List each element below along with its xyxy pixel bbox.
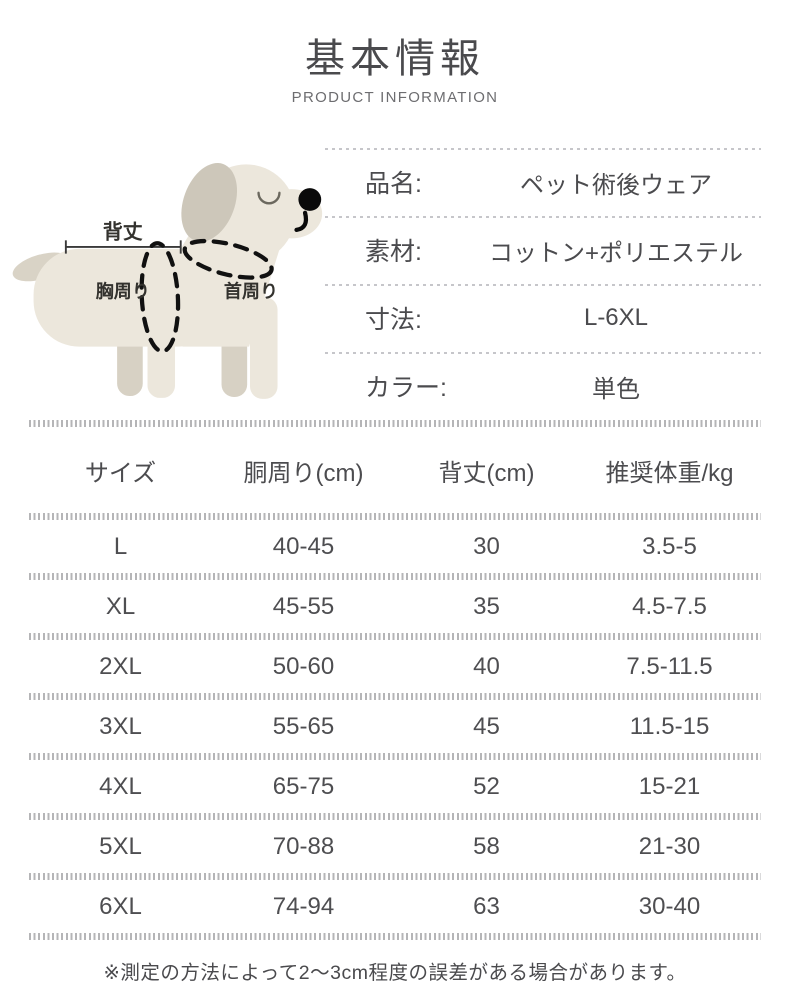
page-title: 基本情報 — [305, 37, 485, 81]
cell-weight: 21-30 — [638, 832, 701, 860]
divider — [29, 753, 761, 760]
divider — [29, 933, 761, 940]
column-header-back-length: 背丈(cm) — [438, 459, 535, 487]
cell-size: 3XL — [99, 712, 142, 740]
cell-chest: 50-60 — [272, 652, 335, 680]
product-info-list: 品名: ペット術後ウェア 素材: コットン+ポリエステル 寸法: L-6XL カ… — [325, 148, 761, 420]
page-subtitle: PRODUCT INFORMATION — [291, 89, 499, 106]
divider — [29, 813, 761, 820]
size-table: サイズ 胴周り(cm) 背丈(cm) 推奨体重/kg L 40-45 30 3.… — [29, 420, 761, 940]
cell-chest: 70-88 — [272, 832, 335, 860]
cell-back: 52 — [473, 772, 500, 800]
cell-back: 40 — [473, 652, 500, 680]
info-value: コットン+ポリエステル — [488, 239, 743, 267]
info-label: 寸法: — [365, 306, 422, 334]
cell-size: 4XL — [99, 772, 142, 800]
cell-back: 35 — [473, 592, 500, 620]
table-row: L 40-45 30 3.5-5 — [29, 520, 761, 573]
table-row: 4XL 65-75 52 15-21 — [29, 760, 761, 813]
info-value: ペット術後ウェア — [520, 171, 712, 199]
divider — [29, 633, 761, 640]
info-row-product-name: 品名: ペット術後ウェア — [325, 148, 761, 216]
content-area: 背丈 胸周り 首周り 品名: ペット術後ウェア 素材: コットン+ポリエステル — [12, 148, 761, 985]
cell-chest: 45-55 — [272, 592, 335, 620]
cell-weight: 7.5-11.5 — [626, 652, 713, 680]
table-row: 6XL 74-94 63 30-40 — [29, 880, 761, 933]
dog-eye — [257, 191, 281, 205]
cell-size: 2XL — [99, 652, 142, 680]
column-header-size: サイズ — [84, 459, 157, 487]
size-table-header-row: サイズ 胴周り(cm) 背丈(cm) 推奨体重/kg — [29, 427, 761, 513]
cell-weight: 3.5-5 — [642, 532, 697, 560]
chest-girth-ellipse — [139, 241, 181, 354]
top-section: 背丈 胸周り 首周り 品名: ペット術後ウェア 素材: コットン+ポリエステル — [12, 148, 761, 420]
info-label: カラー: — [365, 374, 447, 402]
column-header-weight: 推奨体重/kg — [605, 459, 734, 487]
back-length-label: 背丈 — [103, 219, 143, 243]
info-value: L-6XL — [583, 304, 649, 331]
cell-chest: 74-94 — [272, 892, 335, 920]
info-label: 品名: — [365, 170, 422, 198]
divider — [29, 513, 761, 520]
cell-size: 6XL — [99, 892, 142, 920]
cell-back: 45 — [473, 712, 500, 740]
table-row: 3XL 55-65 45 11.5-15 — [29, 700, 761, 753]
info-value: 単色 — [592, 375, 640, 403]
cell-weight: 30-40 — [638, 892, 701, 920]
cell-size: XL — [105, 592, 136, 620]
divider — [29, 873, 761, 880]
dog-illustration: 背丈 胸周り 首周り — [12, 163, 323, 399]
divider — [29, 420, 761, 427]
cell-size: 5XL — [99, 832, 142, 860]
info-row-material: 素材: コットン+ポリエステル — [325, 216, 761, 284]
dog-measurement-diagram: 背丈 胸周り 首周り — [7, 148, 325, 420]
table-row: XL 45-55 35 4.5-7.5 — [29, 580, 761, 633]
dog-ear — [181, 163, 238, 242]
cell-back: 63 — [473, 892, 500, 920]
cell-chest: 40-45 — [272, 532, 335, 560]
cell-size: L — [113, 532, 128, 560]
chest-girth-label: 胸周り — [96, 280, 150, 301]
cell-weight: 11.5-15 — [629, 712, 710, 740]
info-row-color: カラー: 単色 — [325, 352, 761, 420]
info-label: 素材: — [365, 238, 422, 266]
cell-weight: 15-21 — [638, 772, 701, 800]
neck-girth-ellipse — [182, 238, 274, 280]
column-header-chest: 胴周り(cm) — [243, 459, 364, 487]
table-row: 5XL 70-88 58 21-30 — [29, 820, 761, 873]
info-row-dimensions: 寸法: L-6XL — [325, 284, 761, 352]
divider — [29, 693, 761, 700]
cell-back: 58 — [473, 832, 500, 860]
dog-nose — [298, 188, 322, 211]
dog-front-near-leg — [250, 297, 278, 399]
dog-rear-near-leg — [147, 299, 176, 398]
table-row: 2XL 50-60 40 7.5-11.5 — [29, 640, 761, 693]
neck-girth-label: 首周り — [224, 280, 278, 301]
measurement-disclaimer: ※測定の方法によって2〜3cm程度の誤差がある場合があります。 — [103, 962, 687, 984]
divider — [29, 573, 761, 580]
cell-chest: 55-65 — [272, 712, 335, 740]
cell-back: 30 — [473, 532, 500, 560]
cell-weight: 4.5-7.5 — [632, 592, 707, 620]
cell-chest: 65-75 — [272, 772, 335, 800]
dog-mouth — [294, 210, 309, 233]
